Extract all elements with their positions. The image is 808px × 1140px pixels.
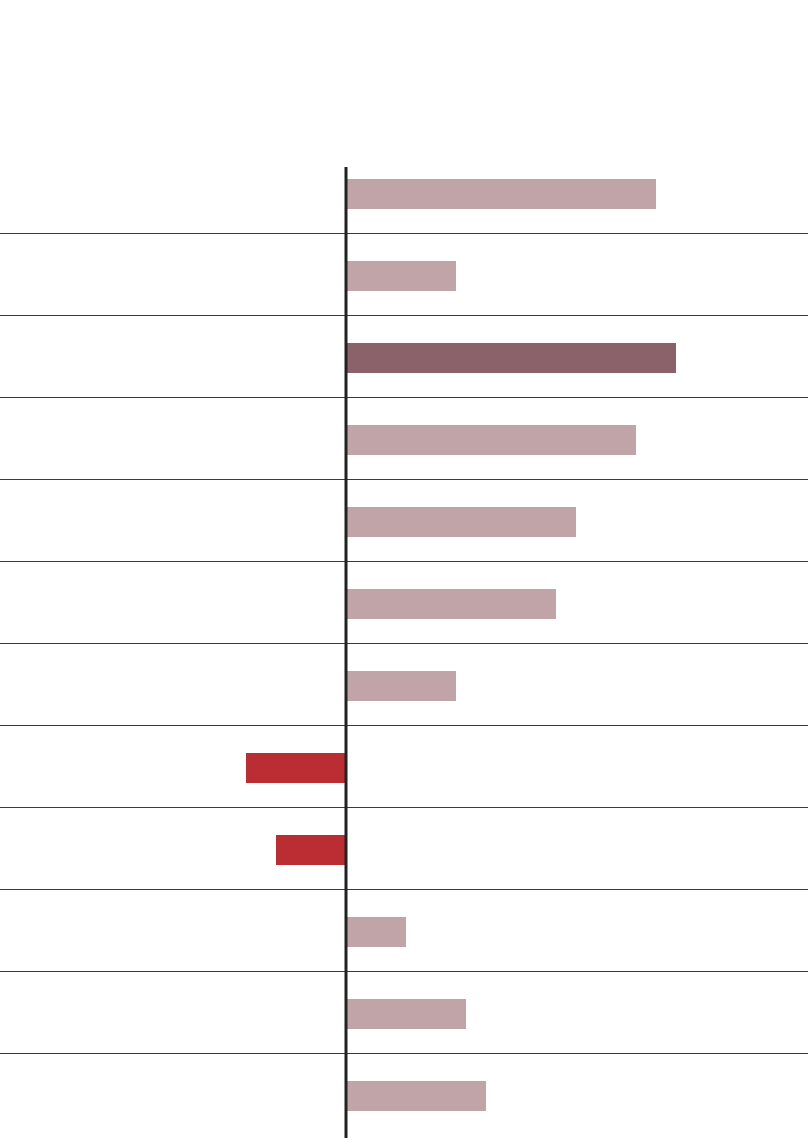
bar (346, 507, 576, 537)
bar (346, 917, 406, 947)
bar (276, 835, 346, 865)
bar (346, 589, 556, 619)
bar (346, 1081, 486, 1111)
bar (346, 343, 676, 373)
bar (346, 671, 456, 701)
bar (346, 425, 636, 455)
bar (346, 179, 656, 209)
bar (346, 999, 466, 1029)
bar (346, 261, 456, 291)
bar (246, 753, 346, 783)
